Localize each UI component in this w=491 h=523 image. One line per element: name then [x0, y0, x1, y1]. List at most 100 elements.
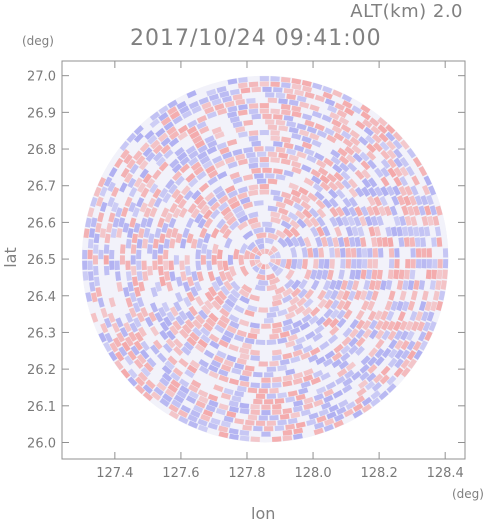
- radar-cell: [125, 260, 131, 271]
- radar-cell: [185, 145, 197, 155]
- radar-cell: [169, 130, 180, 141]
- radar-cell: [306, 418, 317, 427]
- radar-cell: [355, 337, 366, 348]
- radar-cell: [136, 249, 142, 260]
- radar-cell: [371, 381, 382, 392]
- radar-cell: [205, 317, 216, 328]
- radar-cell: [233, 334, 245, 343]
- radar-cell: [238, 254, 245, 266]
- radar-cell: [236, 385, 247, 393]
- radar-cell: [407, 300, 416, 311]
- radar-cell: [299, 101, 310, 109]
- radar-cell: [238, 76, 248, 84]
- radar-cell: [179, 156, 191, 166]
- radar-cell: [378, 132, 389, 143]
- radar-cell: [277, 364, 288, 372]
- radar-cell: [290, 259, 298, 270]
- radar-cell: [130, 244, 137, 254]
- radar-cell: [322, 198, 333, 209]
- radar-cell: [370, 237, 378, 247]
- radar-cell: [227, 161, 238, 169]
- radar-cell: [315, 316, 326, 327]
- radar-cell: [432, 215, 440, 226]
- radar-cell: [308, 412, 319, 420]
- radar-cell: [169, 202, 178, 214]
- radar-cell: [312, 82, 323, 90]
- radar-cell: [168, 260, 175, 271]
- radar-cell: [111, 322, 121, 333]
- radar-cell: [313, 399, 324, 407]
- radar-cell: [249, 259, 256, 267]
- radar-cell: [406, 349, 417, 361]
- radar-cell: [343, 309, 353, 320]
- x-tick-label: 128.2: [361, 466, 398, 481]
- radar-cell: [95, 196, 104, 207]
- radar-cell: [125, 297, 133, 308]
- radar-cell: [292, 349, 303, 357]
- radar-cell: [399, 215, 407, 226]
- radar-cell: [227, 195, 238, 205]
- radar-cell: [297, 288, 308, 299]
- radar-cell: [200, 334, 211, 344]
- radar-cell: [169, 306, 179, 317]
- radar-cell: [223, 329, 235, 339]
- radar-cell: [270, 245, 279, 253]
- radar-cell: [262, 221, 273, 228]
- radar-cell: [367, 259, 373, 269]
- radar-cell: [345, 401, 356, 411]
- radar-cell: [302, 85, 313, 93]
- radar-cell: [316, 415, 327, 424]
- radar-cell: [332, 89, 343, 98]
- y-tick-label: 26.3: [27, 326, 56, 341]
- radar-cell: [352, 409, 363, 419]
- radar-cell: [226, 354, 237, 363]
- radar-cell: [226, 215, 237, 226]
- radar-cell: [218, 339, 229, 348]
- radar-cell: [336, 299, 346, 311]
- radar-cell: [177, 198, 187, 210]
- radar-cell: [334, 279, 343, 291]
- radar-cell: [266, 339, 277, 345]
- radar-cell: [144, 316, 154, 328]
- radar-cell: [333, 171, 344, 182]
- radar-cell: [273, 195, 284, 203]
- radar-cell: [243, 119, 253, 126]
- radar-cell: [298, 186, 309, 196]
- radar-cell: [173, 338, 184, 349]
- radar-cell: [429, 205, 437, 216]
- radar-cell: [111, 186, 120, 198]
- radar-cell: [190, 238, 198, 249]
- radar-cell: [368, 319, 378, 330]
- radar-cell: [351, 226, 359, 237]
- radar-cell: [300, 351, 311, 361]
- radar-cell: [181, 110, 193, 119]
- radar-cell: [291, 83, 302, 91]
- radar-cell: [187, 364, 198, 374]
- radar-cell: [229, 88, 240, 96]
- radar-cell: [182, 281, 191, 292]
- radar-cell: [359, 237, 367, 248]
- radar-cell: [138, 281, 146, 292]
- radar-cell: [282, 380, 293, 387]
- radar-cell: [206, 111, 217, 120]
- y-axis-ticks: 26.0 26.1 26.2 26.3 26.4 26.5 26.6 26.7 26.8 26.9…: [27, 70, 465, 451]
- radar-cell: [279, 259, 287, 269]
- radar-cell: [93, 233, 100, 244]
- radar-cell: [373, 226, 382, 237]
- radar-cell: [400, 139, 410, 150]
- radar-cell: [415, 259, 422, 269]
- radar-cell: [166, 125, 177, 136]
- radar-cell: [194, 194, 204, 205]
- radar-cell: [186, 233, 194, 244]
- radar-cell: [125, 238, 132, 249]
- radar-cell: [163, 121, 174, 131]
- radar-cell: [312, 332, 323, 342]
- radar-cell: [247, 332, 258, 340]
- radar-cell: [149, 206, 158, 218]
- radar-cell: [204, 299, 214, 311]
- radar-cell: [222, 228, 232, 240]
- radar-cell: [365, 134, 376, 145]
- radar-cell: [241, 342, 252, 350]
- radar-cell: [120, 149, 130, 160]
- radar-cell: [130, 345, 140, 356]
